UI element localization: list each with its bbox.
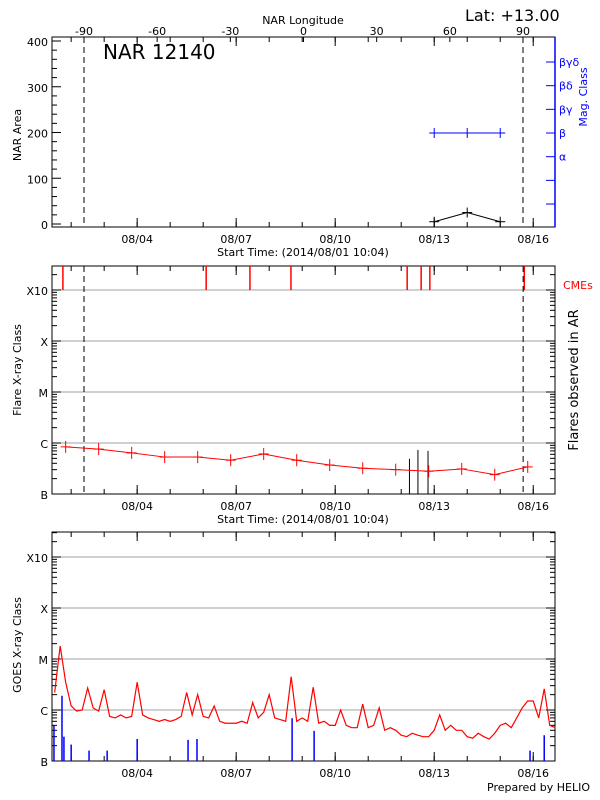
panel1-x-tick-label: 08/16	[517, 233, 549, 246]
longitude-tick-label: 30	[370, 25, 384, 38]
panel2-x-tick-label: 08/04	[121, 500, 153, 513]
mag-class-tick-label: βγ	[559, 103, 573, 116]
mag-class-tick-label: βδ	[559, 80, 573, 93]
flare-class-axis-title: Flare X-ray Class	[11, 324, 24, 416]
panel2-time-axis-title: Start Time: (2014/08/01 10:04)	[217, 513, 389, 526]
panel1-plot-frame	[51, 36, 556, 228]
longitude-tick-label: 90	[516, 25, 530, 38]
panel2-y-tick-label: M	[39, 387, 49, 400]
longitude-tick-label: 60	[443, 25, 457, 38]
mag-class-tick-label: β	[559, 127, 566, 140]
prepared-by-label: Prepared by HELIO	[487, 781, 590, 794]
longitude-tick-label: 0	[300, 25, 307, 38]
panel2-x-tick-label: 08/07	[220, 500, 252, 513]
longitude-tick-label: -60	[148, 25, 166, 38]
flares-observed-axis-title: Flares observed in AR	[567, 309, 582, 450]
panel3-plot-frame	[51, 531, 556, 762]
panel3-y-tick-label: B	[40, 756, 48, 769]
panel3-y-tick-label: C	[40, 705, 48, 718]
panel1-x-tick-label: 08/10	[319, 233, 351, 246]
panel3-x-tick-label: 08/13	[418, 767, 450, 780]
cme-label: CMEs	[563, 279, 593, 292]
panel2-x-tick-label: 08/16	[517, 500, 549, 513]
goes-flux-line	[54, 645, 556, 740]
nar-longitude-axis-title: NAR Longitude	[262, 14, 344, 27]
panel1-time-axis-title: Start Time: (2014/08/01 10:04)	[217, 246, 389, 259]
goes-class-axis-title: GOES X-ray Class	[11, 597, 24, 693]
panel2-x-tick-label: 08/13	[418, 500, 450, 513]
panel3-y-tick-label: X10	[26, 552, 48, 565]
panel1-x-tick-label: 08/04	[121, 233, 153, 246]
panel1-y-tick-label: 400	[27, 36, 48, 49]
longitude-tick-label: -90	[75, 25, 93, 38]
longitude-tick-label: -30	[221, 25, 239, 38]
panel3-x-tick-label: 08/10	[319, 767, 351, 780]
mag-class-tick-label: α	[559, 151, 566, 164]
panel1-y-tick-label: 0	[41, 219, 48, 232]
panel2-y-tick-label: C	[40, 438, 48, 451]
nar-area-axis-title: NAR Area	[11, 109, 24, 161]
panel3-y-tick-label: M	[39, 654, 49, 667]
panel1-y-tick-label: 100	[27, 173, 48, 186]
latitude-label: Lat: +13.00	[465, 6, 560, 25]
panel1-x-tick-label: 08/13	[418, 233, 450, 246]
panel2-y-tick-label: X10	[26, 285, 48, 298]
panel3-x-tick-label: 08/16	[517, 767, 549, 780]
region-title: NAR 12140	[103, 40, 216, 64]
panel1-x-tick-label: 08/07	[220, 233, 252, 246]
panel1-y-tick-label: 300	[27, 82, 48, 95]
panel3-x-tick-label: 08/04	[121, 767, 153, 780]
panel2-x-tick-label: 08/10	[319, 500, 351, 513]
panel2-plot-frame	[51, 265, 556, 495]
mag-class-axis-title: Mag. Class	[577, 67, 590, 126]
panel3-x-tick-label: 08/07	[220, 767, 252, 780]
mag-class-tick-label: βγδ	[559, 56, 580, 69]
panel1-y-tick-label: 200	[27, 128, 48, 141]
panel3-y-tick-label: X	[40, 603, 48, 616]
panel2-y-tick-label: X	[40, 336, 48, 349]
panel2-y-tick-label: B	[40, 489, 48, 502]
